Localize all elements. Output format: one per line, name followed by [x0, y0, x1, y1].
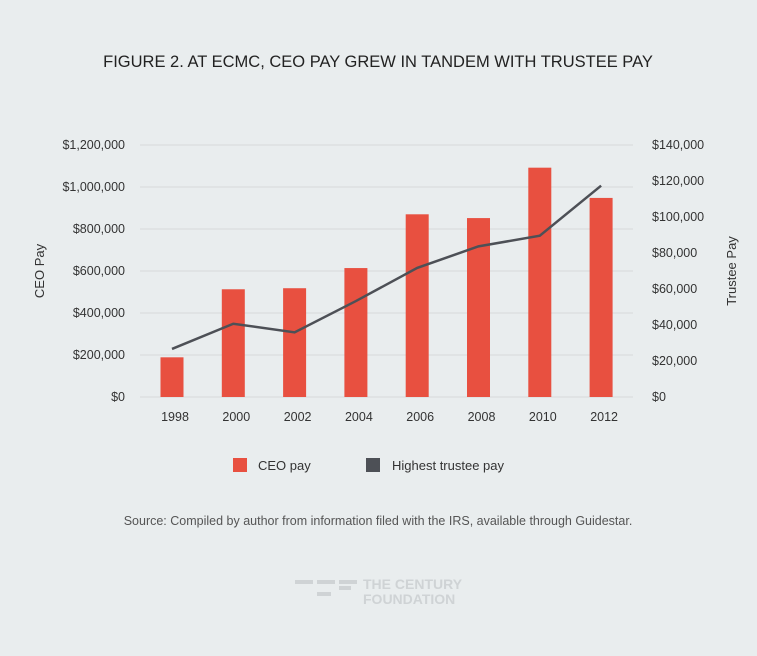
- logo-line2: FOUNDATION: [363, 591, 455, 607]
- bar-ceo-pay: [467, 218, 490, 397]
- logo: THE CENTURY FOUNDATION: [295, 576, 463, 607]
- bar-ceo-pay: [344, 268, 368, 397]
- chart-title: FIGURE 2. AT ECMC, CEO PAY GREW IN TANDE…: [103, 53, 653, 71]
- y-tick-label: $0: [111, 390, 125, 404]
- y-tick-label: $400,000: [73, 306, 125, 320]
- x-tick-label: 2004: [345, 410, 373, 424]
- x-tick-label: 2012: [590, 410, 618, 424]
- y2-tick-label: $60,000: [652, 282, 697, 296]
- y-tick-label: $200,000: [73, 348, 125, 362]
- x-tick-label: 2008: [468, 410, 496, 424]
- x-tick-label: 1998: [161, 410, 189, 424]
- y2-tick-label: $120,000: [652, 174, 704, 188]
- y2-axis-label: Trustee Pay: [724, 236, 739, 306]
- x-tick-label: 2010: [529, 410, 557, 424]
- bar-ceo-pay: [589, 197, 613, 397]
- line-trustee-pay: [171, 184, 602, 351]
- legend-swatch-trustee: [366, 458, 380, 472]
- logo-line1: THE CENTURY: [363, 576, 463, 592]
- y-tick-label: $800,000: [73, 222, 125, 236]
- x-tick-label: 2002: [284, 410, 312, 424]
- legend-swatch-ceo: [233, 458, 247, 472]
- x-tick-label: 2006: [406, 410, 434, 424]
- bar-ceo-pay: [528, 167, 552, 397]
- y-tick-label: $1,200,000: [62, 138, 125, 152]
- bar-ceo-pay: [283, 288, 307, 397]
- y-axis-label: CEO Pay: [32, 243, 47, 298]
- legend-label-trustee: Highest trustee pay: [392, 458, 505, 473]
- y2-tick-label: $100,000: [652, 210, 704, 224]
- legend-label-ceo: CEO pay: [258, 458, 311, 473]
- y2-tick-label: $40,000: [652, 318, 697, 332]
- bar-ceo-pay: [160, 357, 184, 397]
- y-tick-label: $1,000,000: [62, 180, 125, 194]
- y2-tick-label: $0: [652, 390, 666, 404]
- y2-tick-label: $20,000: [652, 354, 697, 368]
- bar-ceo-pay: [405, 214, 429, 397]
- source-note: Source: Compiled by author from informat…: [124, 514, 633, 528]
- bar-ceo-pay: [221, 289, 245, 397]
- x-tick-label: 2000: [222, 410, 250, 424]
- y2-tick-label: $140,000: [652, 138, 704, 152]
- y2-tick-label: $80,000: [652, 246, 697, 260]
- y-tick-label: $600,000: [73, 264, 125, 278]
